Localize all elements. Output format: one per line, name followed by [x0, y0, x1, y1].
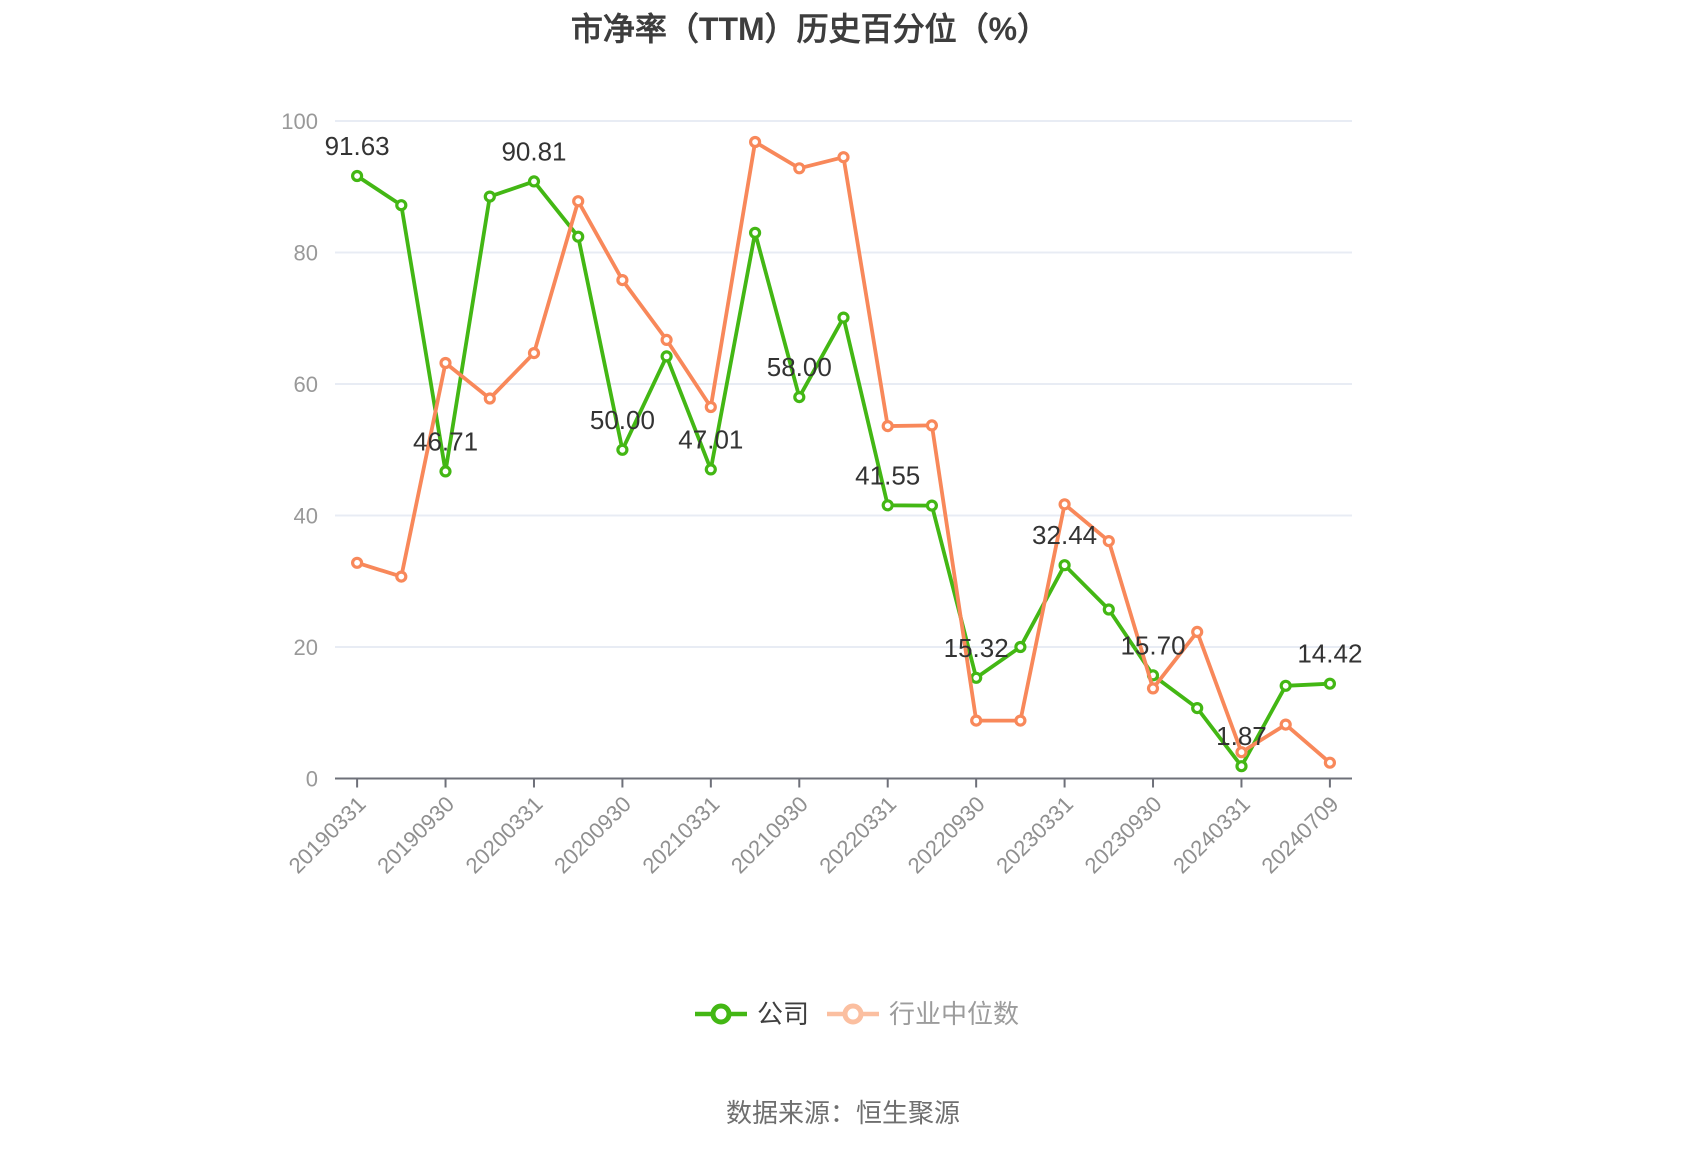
- industry-data-point: [1191, 625, 1204, 639]
- company-data-point: [704, 463, 717, 476]
- industry-data-point: [837, 151, 850, 164]
- company-data-point: [351, 169, 364, 183]
- industry-data-point: [439, 356, 452, 370]
- company-legend-ring-icon: [710, 1003, 732, 1025]
- company-data-point: [1323, 677, 1337, 690]
- industry-data-point: [1014, 714, 1027, 727]
- data-point-label: 91.63: [325, 131, 390, 161]
- company-data-point: [970, 671, 983, 684]
- data-point-label: 41.55: [855, 460, 920, 490]
- data-point-label: 1.87: [1216, 721, 1267, 751]
- industry-data-point: [704, 400, 717, 414]
- company-data-point: [1191, 701, 1204, 715]
- company-data-point: [395, 199, 408, 212]
- x-axis-tick-label: 20200331: [461, 791, 548, 878]
- company-data-point: [1279, 679, 1292, 692]
- data-point-label: 90.81: [501, 136, 566, 166]
- x-axis-tick-label: 20240709: [1257, 791, 1344, 878]
- company-data-point: [572, 230, 585, 243]
- legend-label-company: 公司: [757, 999, 809, 1029]
- y-axis-tick-label: 80: [294, 241, 318, 266]
- company-data-point: [1102, 603, 1115, 616]
- x-axis-tick-label: 20230331: [991, 791, 1078, 878]
- industry-data-point: [351, 556, 364, 569]
- industry-data-point: [572, 195, 585, 208]
- data-point-label: 14.42: [1297, 639, 1362, 669]
- y-axis-tick-label: 0: [306, 767, 318, 792]
- data-labels-layer: 91.63 46.71 90.81 50.00 47.01 58.00 41.55 15.32…: [325, 131, 1363, 751]
- company-data-point: [881, 499, 894, 512]
- industry-data-point: [1058, 498, 1071, 511]
- x-axis-tick-label: 20240331: [1168, 791, 1255, 878]
- y-axis-tick-label: 100: [281, 109, 318, 134]
- company-data-point: [660, 350, 673, 363]
- industry-data-point: [748, 135, 762, 149]
- chart-title: 市净率（TTM）历史百分位（%）: [571, 11, 1049, 47]
- data-point-label: 32.44: [1032, 520, 1097, 550]
- x-axis-tick-label: 20210930: [726, 791, 813, 878]
- x-axis-tick-label: 20210331: [637, 791, 724, 878]
- company-data-point: [483, 190, 496, 203]
- industry-data-point: [1235, 746, 1248, 759]
- company-series-line: [355, 174, 1332, 769]
- industry-data-point: [395, 570, 408, 583]
- industry-data-point: [793, 162, 806, 175]
- data-point-label: 58.00: [767, 352, 832, 382]
- company-data-point: [748, 226, 762, 239]
- company-data-point: [1235, 760, 1248, 773]
- company-data-point: [527, 175, 541, 188]
- data-point-label: 15.70: [1120, 630, 1185, 660]
- industry-data-point: [616, 274, 629, 287]
- x-axis-tick-label: 20190930: [372, 791, 459, 878]
- company-data-point: [439, 465, 452, 478]
- industry-data-point: [483, 392, 496, 405]
- industry-data-point: [925, 419, 939, 432]
- company-data-point: [1058, 559, 1071, 572]
- company-data-point: [616, 443, 629, 456]
- x-axis-tick-label: 20200930: [549, 791, 636, 878]
- company-data-point: [837, 311, 850, 324]
- industry-data-point: [970, 714, 983, 727]
- industry-data-point: [660, 333, 673, 346]
- industry-data-point: [1146, 682, 1160, 695]
- legend-item-industry-median[interactable]: 行业中位数: [827, 999, 1019, 1029]
- company-data-point: [925, 499, 939, 512]
- legend-label-industry-median: 行业中位数: [889, 999, 1019, 1029]
- data-point-label: 47.01: [678, 424, 743, 454]
- company-data-point: [793, 391, 806, 404]
- data-point-label: 15.32: [944, 633, 1009, 663]
- x-axis-tick-label: 20190331: [284, 791, 371, 878]
- y-axis-tick-label: 40: [294, 504, 318, 529]
- industry-series-line: [355, 140, 1332, 765]
- axis-layer: 0 20 40 60 80 100 20190331 20190930 20200331 2020…: [281, 109, 1352, 878]
- y-axis-tick-label: 60: [294, 372, 318, 397]
- industry-data-point: [881, 420, 894, 433]
- legend: 公司 行业中位数: [695, 999, 1019, 1029]
- industry-data-point: [1323, 756, 1337, 769]
- x-axis-tick-label: 20220331: [814, 791, 901, 878]
- y-axis-tick-label: 20: [294, 635, 318, 660]
- legend-item-company[interactable]: 公司: [695, 999, 809, 1029]
- data-point-label: 50.00: [590, 405, 655, 435]
- industry-legend-ring-icon: [842, 1003, 864, 1025]
- data-source-note: 数据来源：恒生聚源: [726, 1098, 960, 1128]
- industry-data-point: [527, 347, 541, 360]
- x-axis-tick-label: 20230930: [1080, 791, 1167, 878]
- company-data-point: [1014, 640, 1027, 654]
- industry-data-point: [1102, 534, 1115, 548]
- x-axis-tick-label: 20220930: [903, 791, 990, 878]
- data-point-label: 46.71: [413, 426, 478, 456]
- industry-data-point: [1279, 718, 1292, 731]
- series-layer: [351, 135, 1337, 773]
